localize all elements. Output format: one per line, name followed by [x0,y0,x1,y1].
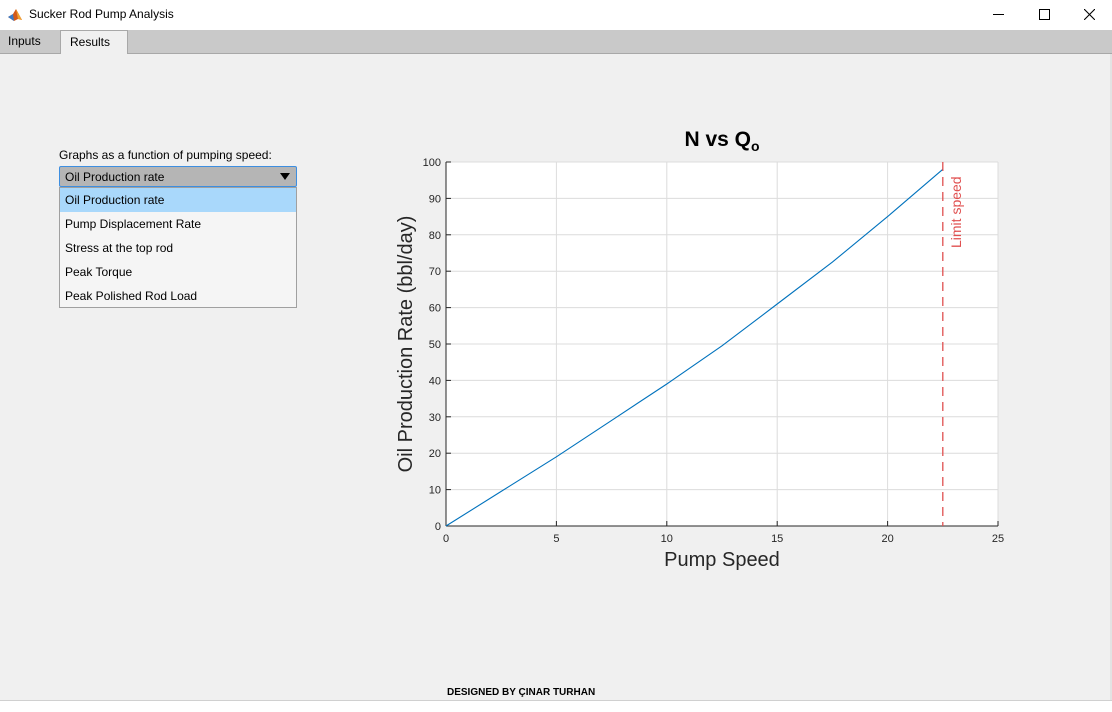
y-tick-label: 20 [429,448,441,460]
matlab-icon [8,9,22,21]
dropdown-option[interactable]: Peak Torque [65,265,133,279]
bottom-bar [0,700,1112,712]
dropdown-option[interactable]: Stress at the top rod [65,241,174,255]
y-tick-label: 0 [435,521,441,533]
y-tick-label: 90 [429,193,441,205]
tick-labels: 0 5 10 15 20 25 0 10 20 30 40 50 60 70 80 90 100 [423,157,1004,545]
annotation-layer: Limit speed [942,162,964,526]
chart-title: N vs Qo [684,128,759,154]
y-tick-label: 30 [429,412,441,424]
series-layer [445,168,944,527]
close-button[interactable] [1066,0,1112,30]
y-tick-label: 70 [429,266,441,278]
y-tick-label: 50 [429,339,441,351]
y-tick-label: 80 [429,230,441,242]
minimize-icon [993,14,1004,15]
tab-results[interactable]: Results [60,30,128,54]
dropdown-option[interactable]: Oil Production rate [60,188,296,212]
x-tick-label: 5 [553,533,559,545]
footer-credit: DESIGNED BY ÇINAR TURHAN [447,687,596,698]
dropdown-option[interactable]: Pump Displacement Rate [65,217,202,231]
close-icon [1084,9,1095,20]
x-tick-label: 20 [881,533,893,545]
axes [445,161,999,527]
graph-dropdown[interactable]: Oil Production rate [59,166,297,187]
production-chart: 0 5 10 15 20 25 0 10 20 30 40 50 60 70 80 90 100 Limit s… [395,128,1004,571]
limit-speed-label: Limit speed [948,176,964,248]
dropdown-list: Oil Production rate Pump Displacement Ra… [59,187,297,308]
panel-edge [1110,54,1112,700]
y-tick-label: 40 [429,375,441,387]
maximize-button[interactable] [1021,0,1067,30]
x-tick-label: 25 [992,533,1004,545]
dropdown-arrow-icon [280,173,290,180]
x-axis-label: Pump Speed [664,549,780,571]
x-tick-label: 0 [443,533,449,545]
grid-lines [445,161,999,527]
minimize-button[interactable] [975,0,1021,30]
series-line [445,168,944,527]
dropdown-selected-value: Oil Production rate [65,170,165,184]
tab-inputs[interactable]: Inputs [8,34,41,48]
maximize-icon [1039,9,1050,20]
dropdown-option[interactable]: Peak Polished Rod Load [65,289,198,303]
x-tick-label: 10 [661,533,673,545]
window-title: Sucker Rod Pump Analysis [29,7,174,21]
x-tick-label: 15 [771,533,783,545]
tab-strip: Inputs Results [0,30,1112,54]
y-tick-label: 100 [423,157,441,169]
graph-selector-label: Graphs as a function of pumping speed: [59,148,272,162]
y-tick-label: 10 [429,485,441,497]
y-tick-label: 60 [429,303,441,315]
y-axis-label: Oil Production Rate (bbl/day) [395,216,417,473]
title-bar: Sucker Rod Pump Analysis [0,0,1112,30]
